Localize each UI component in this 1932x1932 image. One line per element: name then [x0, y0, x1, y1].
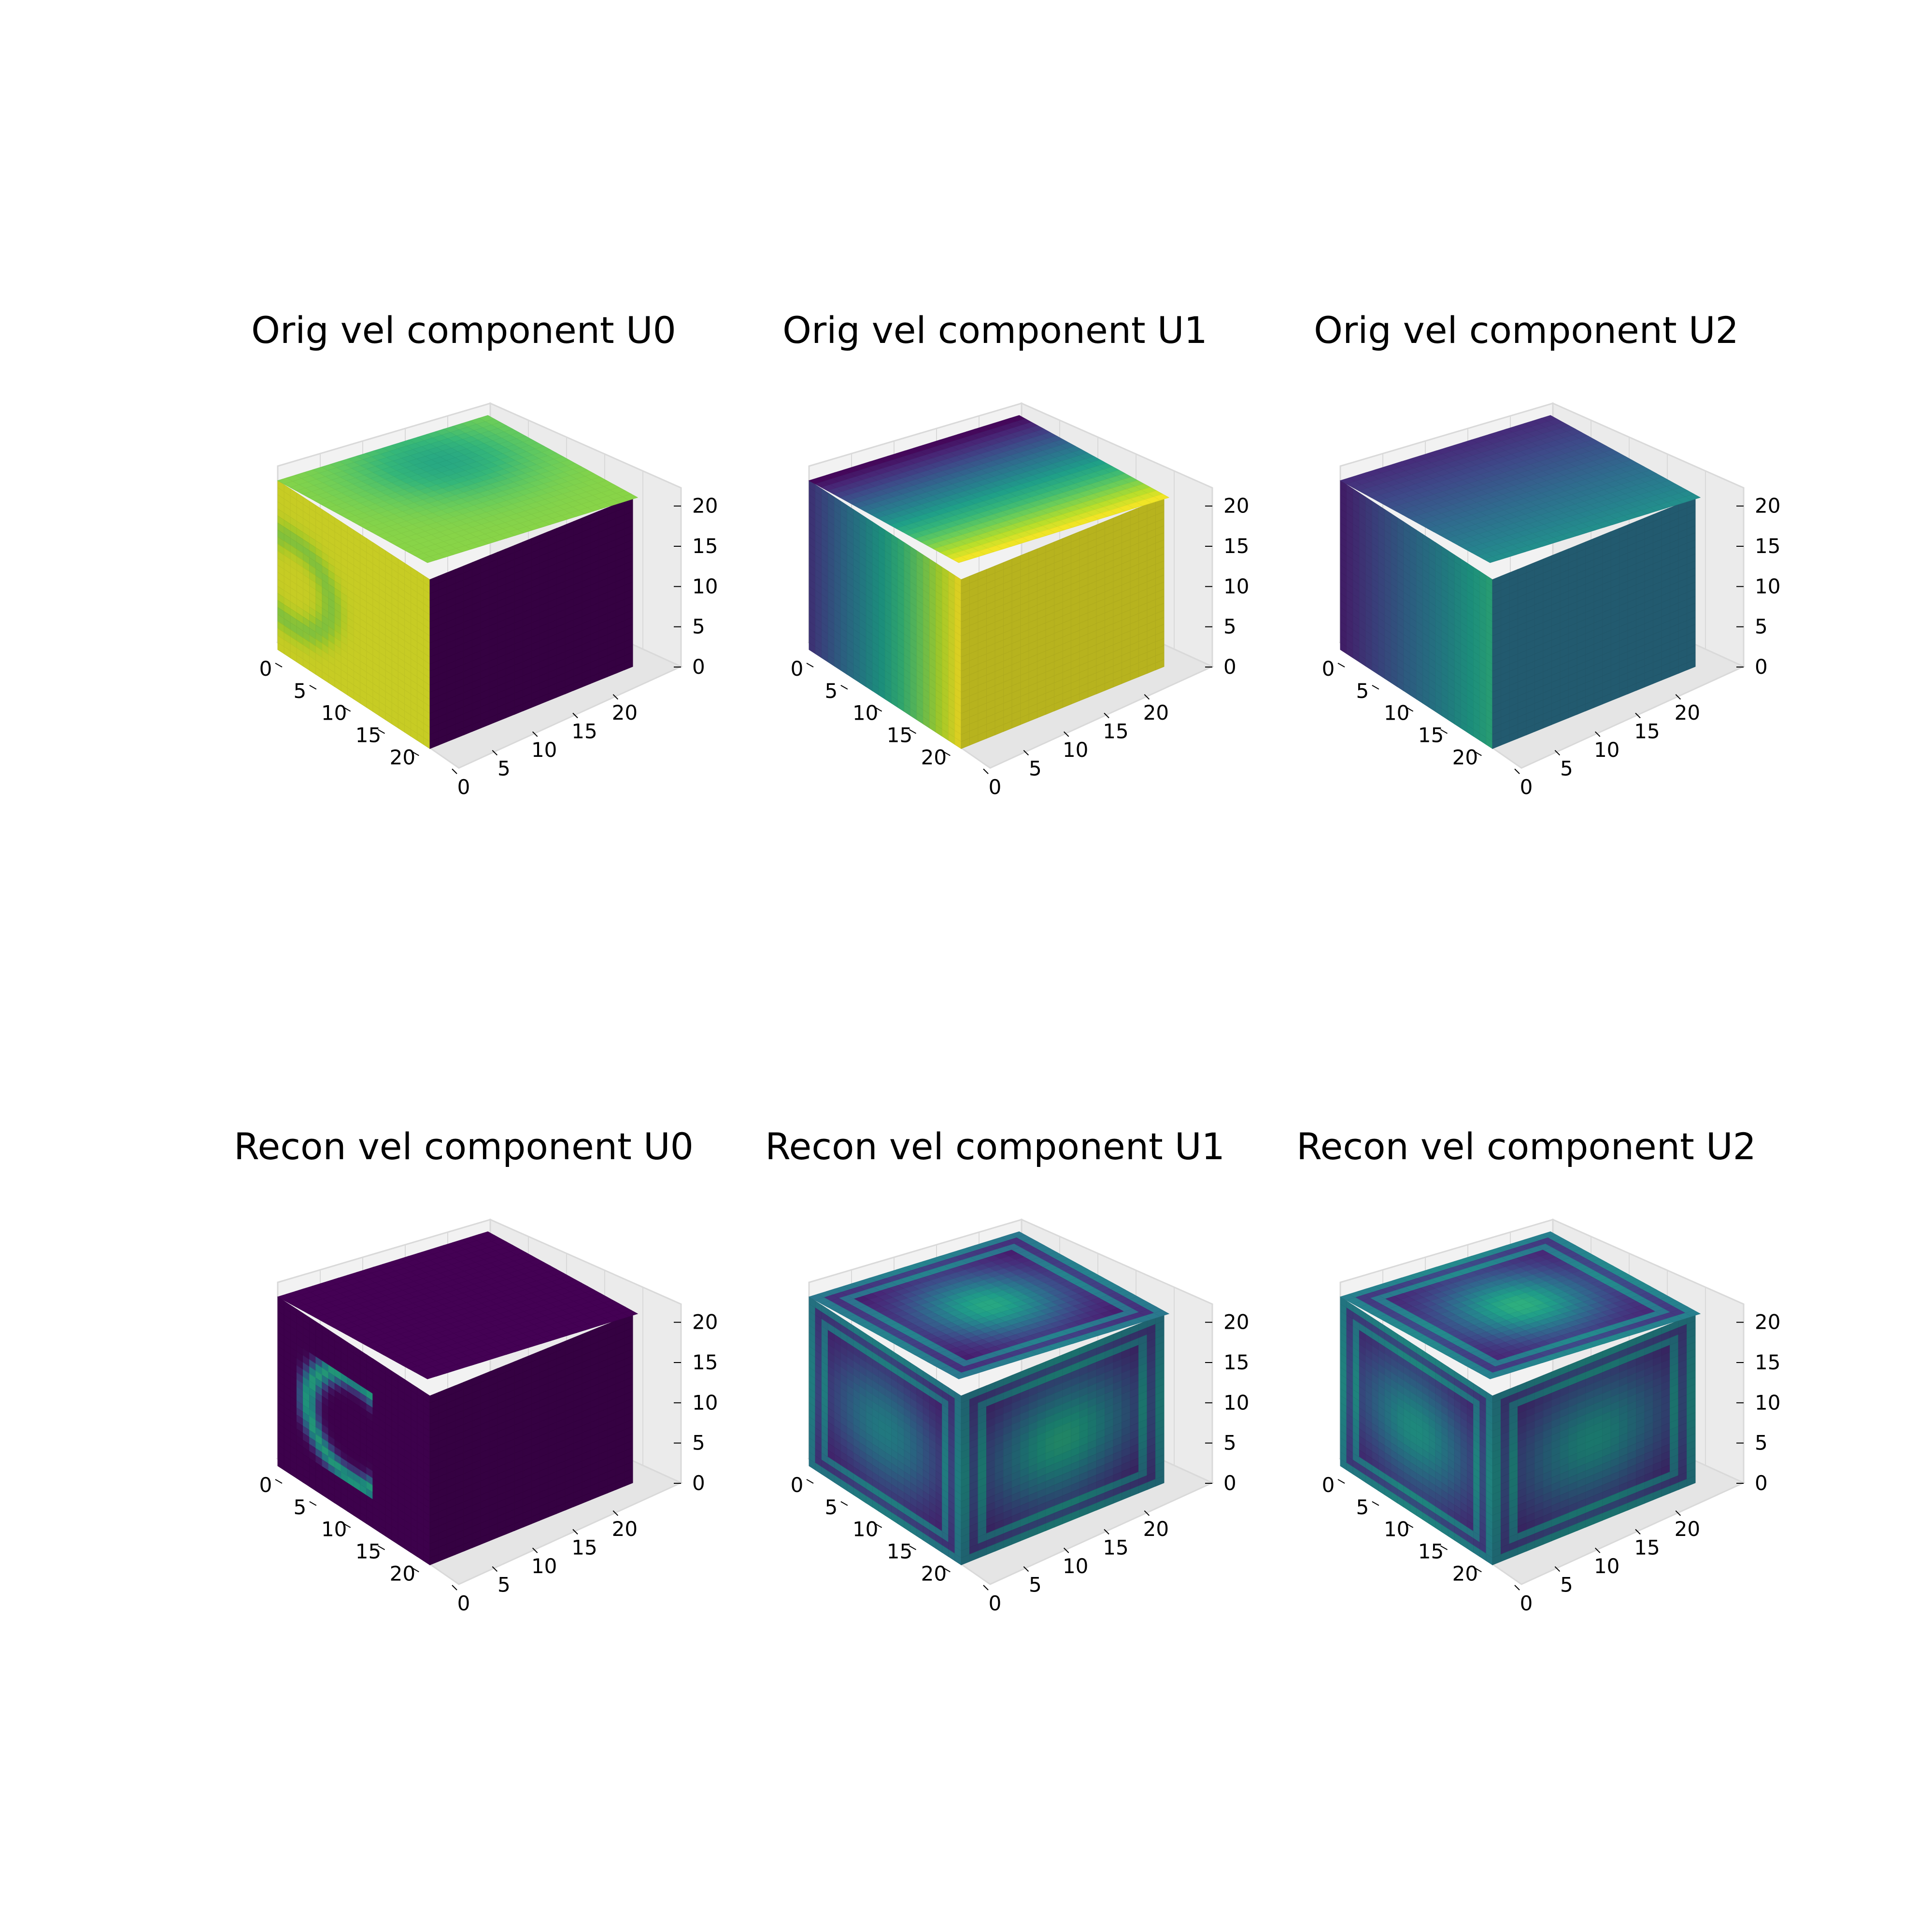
y-tick-label: 10 [531, 738, 557, 762]
z-tick-label: 20 [1223, 494, 1249, 518]
x-tick-label: 5 [824, 679, 838, 703]
panel-orig-u0: Orig vel component U0 051015200510152005… [251, 309, 718, 799]
y-tick-label: 10 [1063, 738, 1088, 762]
x-tick-label: 0 [259, 657, 272, 681]
cube-face-left [277, 480, 430, 749]
y-tick-label: 15 [571, 719, 597, 743]
x-tick-label: 5 [293, 679, 306, 703]
panel-title: Orig vel component U0 [251, 309, 676, 352]
y-tick-label: 0 [989, 775, 1002, 799]
x-tick-label: 10 [852, 701, 878, 725]
x-tick-label: 15 [887, 724, 912, 747]
z-tick-label: 10 [692, 574, 718, 598]
x-tick-label: 20 [921, 745, 947, 769]
panel-title: Orig vel component U2 [1314, 309, 1739, 352]
z-tick-label: 0 [692, 655, 705, 679]
x-tick-label: 15 [355, 724, 381, 747]
x-tick-label: 0 [791, 657, 804, 681]
x-tick-label: 10 [321, 701, 347, 725]
y-tick-label: 0 [457, 775, 470, 799]
panel-title: Orig vel component U1 [782, 309, 1208, 352]
y-tick-label: 20 [612, 701, 638, 724]
y-tick-label: 15 [1103, 719, 1128, 743]
z-tick-label: 5 [692, 615, 705, 639]
z-tick-label: 10 [1223, 574, 1249, 598]
y-tick-label: 20 [1143, 701, 1169, 724]
z-tick-label: 20 [692, 494, 718, 518]
x-tick-label: 20 [390, 745, 415, 769]
z-tick-label: 0 [1223, 655, 1236, 679]
cube-face-top [277, 415, 639, 563]
z-tick-label: 5 [1223, 615, 1236, 639]
cube-face-right [429, 497, 633, 749]
z-tick-label: 15 [692, 534, 718, 558]
y-tick-label: 5 [497, 756, 511, 780]
z-tick-label: 15 [1223, 534, 1249, 558]
voxel-cell [624, 659, 633, 670]
y-tick-label: 5 [1029, 756, 1042, 780]
